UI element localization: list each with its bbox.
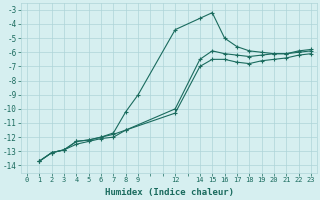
- X-axis label: Humidex (Indice chaleur): Humidex (Indice chaleur): [105, 188, 234, 197]
